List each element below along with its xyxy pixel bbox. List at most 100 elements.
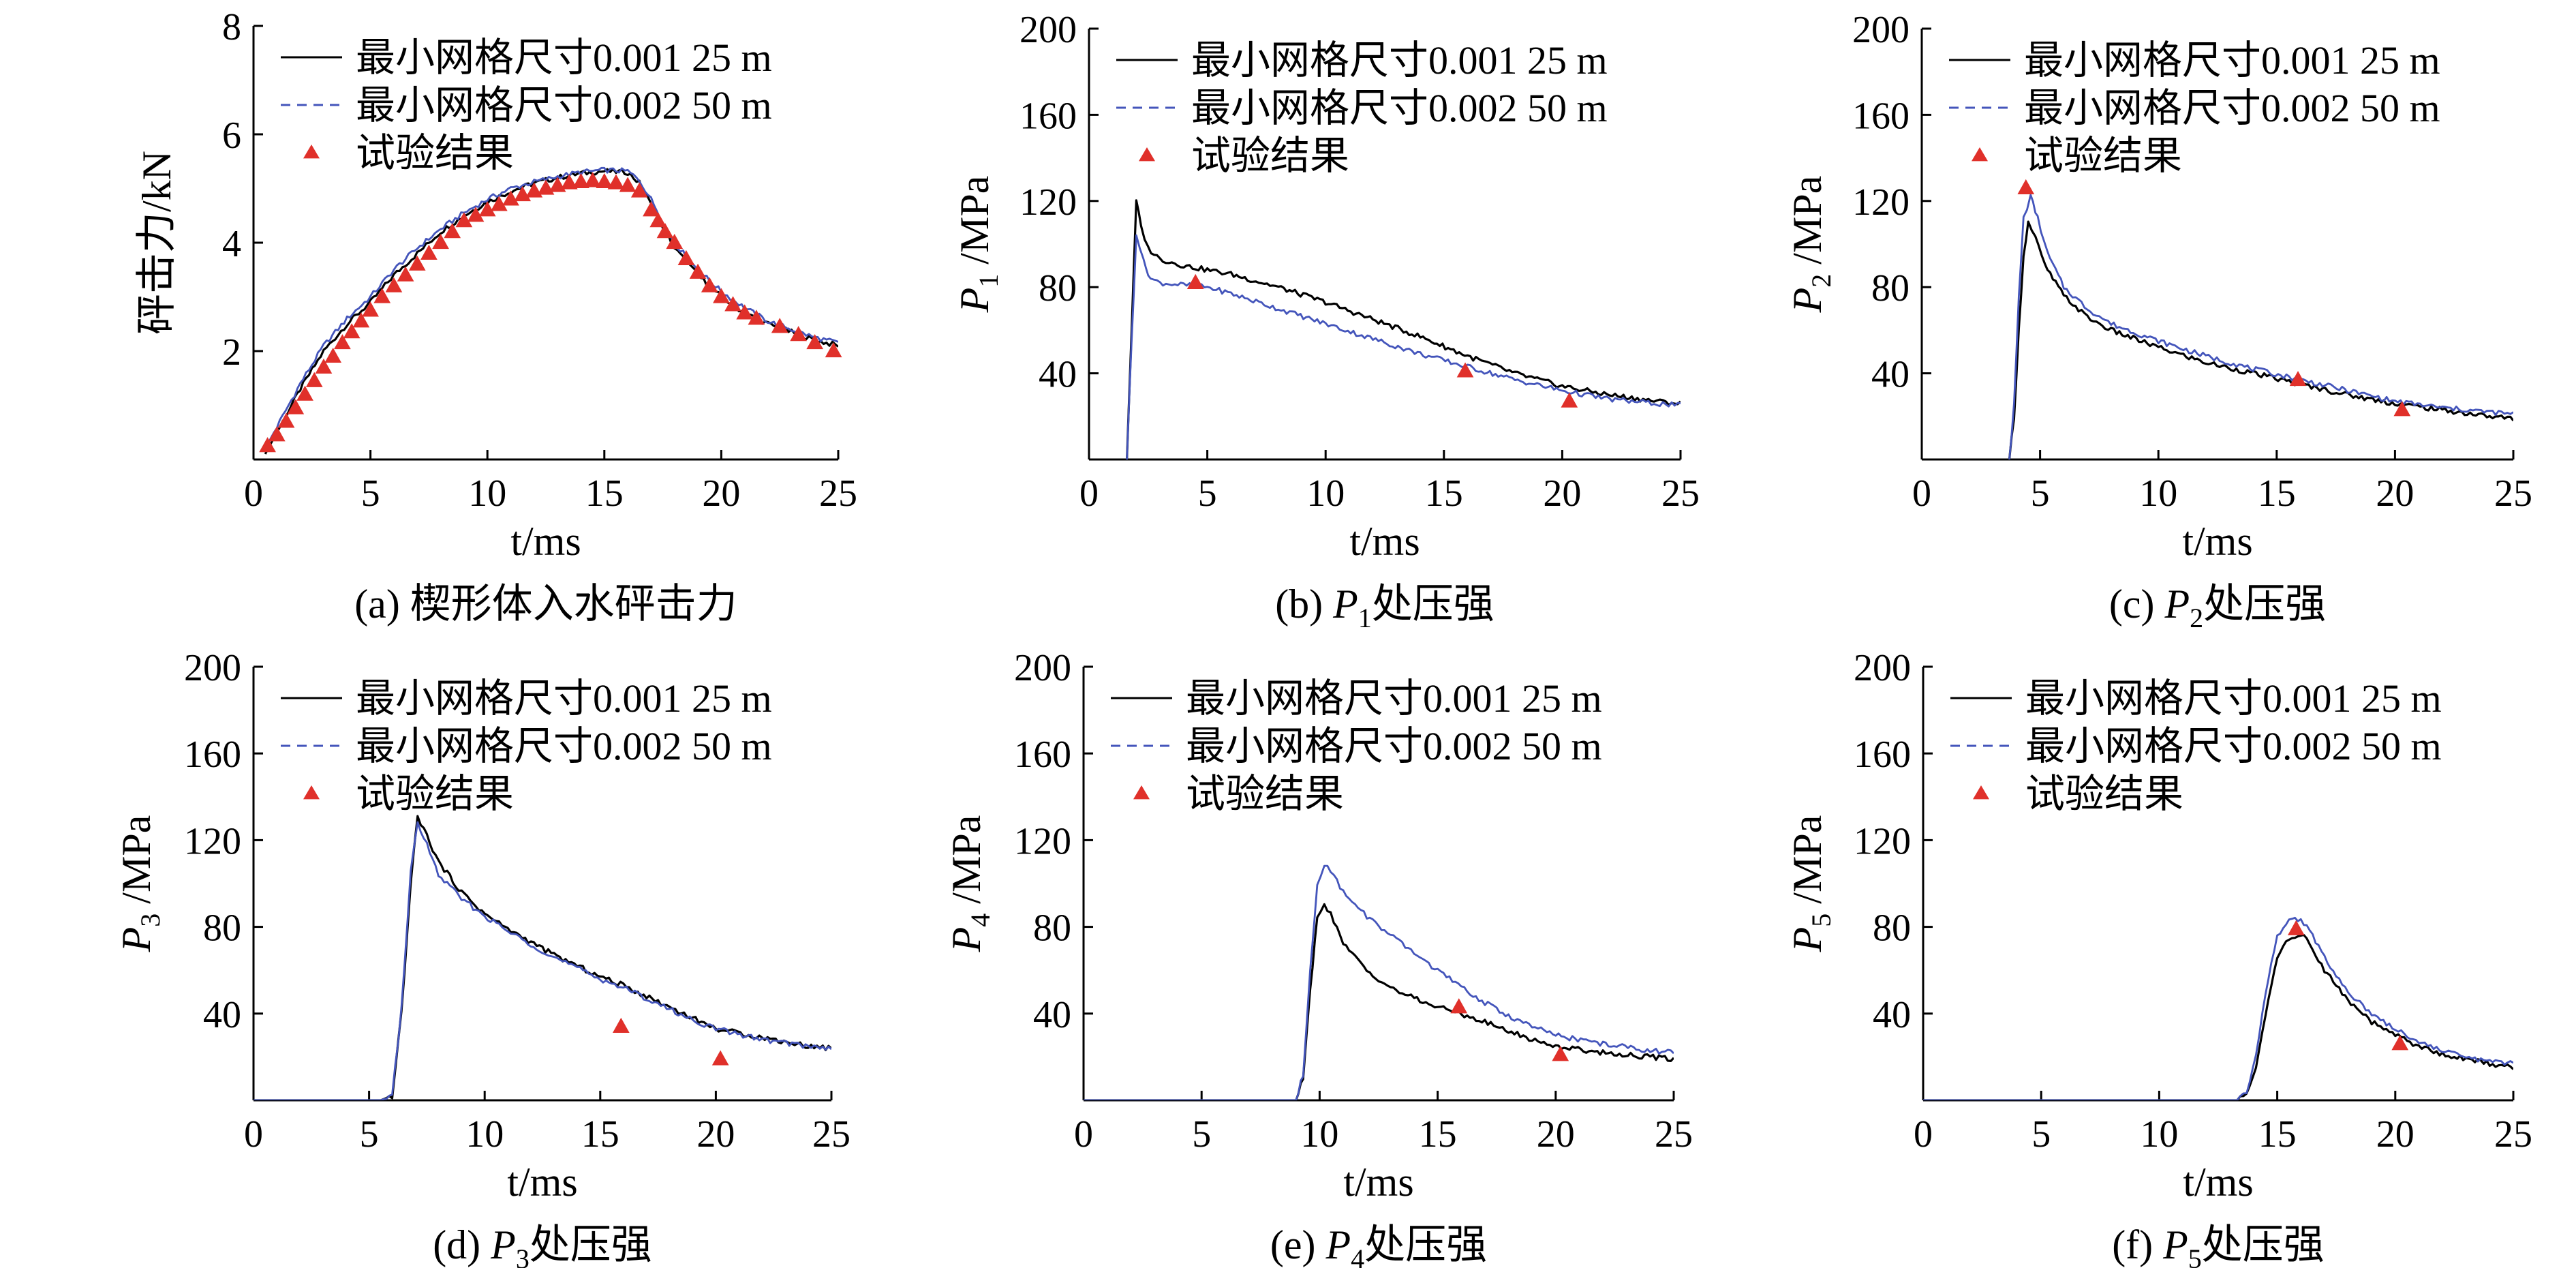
x-tick-label: 25 [812,1113,850,1156]
caption-var: P [1325,1222,1351,1267]
legend-test-label: 试验结果 [356,131,514,175]
y-axis-var: P [952,288,997,314]
x-tick-label: 20 [2376,1113,2414,1156]
plot-area [2008,194,2513,459]
x-tick-label: 0 [1074,1113,1093,1156]
x-tick-label: 25 [1655,1113,1693,1156]
x-tick-label: 10 [2140,1113,2178,1156]
test-result-marker [514,186,532,202]
y-axis-label: P1/MPa [952,176,1004,314]
legend-fine-label: 最小网格尺寸0.001 25 m [1191,38,1608,82]
plot-area [1923,916,2513,1100]
legend-fine-label: 最小网格尺寸0.001 25 m [356,35,772,80]
test-result-marker [420,244,438,260]
x-tick-label: 10 [2139,472,2177,515]
caption-prefix: (d) [433,1222,491,1267]
y-axis-sub: 4 [965,914,996,927]
y-tick-label: 160 [1854,734,1911,776]
legend-coarse-label: 最小网格尺寸0.002 50 m [356,83,772,127]
y-tick-label: 4 [222,223,241,265]
test-result-marker [584,172,601,187]
y-tick-label: 40 [1039,354,1077,396]
x-tick-label: 20 [696,1113,735,1156]
test-result-marker [352,312,370,328]
y-axis-label: P2/MPa [1785,176,1837,314]
test-result-marker [467,207,485,222]
test-result-marker [373,288,391,303]
x-tick-label: 25 [819,472,857,515]
test-result-marker [612,1017,630,1033]
series-fine-line [1126,199,1681,459]
test-result-marker [596,172,613,189]
series-coarse-line [264,166,838,449]
x-tick-label: 25 [1661,472,1700,515]
x-tick-label: 5 [2031,1113,2051,1156]
y-tick-label: 80 [1033,907,1071,950]
test-result-marker [2017,179,2035,194]
legend-coarse-label: 最小网格尺寸0.002 50 m [1186,724,1602,768]
x-tick-label: 0 [244,472,263,515]
y-axis-sub: 3 [135,914,166,927]
x-tick-label: 20 [1543,472,1581,515]
test-result-marker [1450,998,1468,1014]
test-result-marker [478,201,496,217]
test-result-marker [296,385,313,401]
test-result-marker [491,196,508,211]
caption-var: P [490,1222,516,1267]
legend-test-marker [1972,147,1988,162]
test-result-marker [259,437,276,453]
y-tick-label: 120 [1852,181,1910,224]
y-tick-label: 80 [1871,267,1910,310]
caption-sub: 2 [2190,603,2203,633]
plot-area [264,166,838,455]
x-tick-label: 0 [244,1113,263,1156]
legend-test-marker [1139,147,1155,162]
y-tick-label: 2 [222,331,241,374]
x-tick-label: 20 [1537,1113,1575,1156]
test-result-marker [277,412,295,428]
panel-caption: (a) 楔形体入水砰击力 [354,582,737,627]
y-tick-label: 200 [1852,9,1910,51]
x-tick-label: 10 [1300,1113,1338,1156]
y-axis-unit: /MPa [944,815,989,904]
test-result-marker [444,223,461,239]
y-tick-label: 200 [1854,647,1911,689]
test-result-marker [607,174,625,190]
test-result-marker [343,323,361,339]
x-tick-label: 10 [1306,472,1345,515]
caption-prefix: (e) [1270,1222,1326,1267]
test-result-marker [1186,273,1204,289]
y-axis-sub: 2 [1806,274,1837,288]
series-coarse-line [1923,916,2513,1100]
caption-suffix: 处压强 [1364,1222,1487,1267]
y-axis-sub: 1 [973,274,1004,288]
legend-test-marker [1973,785,1989,800]
y-axis-label: 砰击力/kN [134,151,179,335]
test-result-marker [408,255,426,271]
x-tick-label: 5 [360,1113,379,1156]
x-tick-label: 25 [2494,1113,2532,1156]
legend-fine-label: 最小网格尺寸0.001 25 m [2024,38,2440,82]
caption-prefix: (f) [2112,1222,2163,1267]
plot-area [254,815,831,1100]
panel-caption: (f) P5处压强 [2112,1222,2325,1268]
x-axis-label: t/ms [510,519,581,564]
plot-area [1084,864,1674,1100]
caption-var: P [2162,1222,2188,1267]
y-tick-label: 80 [1039,267,1077,310]
legend-test-label: 试验结果 [1191,134,1349,178]
x-tick-label: 25 [2494,472,2532,515]
test-result-marker [713,288,730,303]
legend-fine-label: 最小网格尺寸0.001 25 m [356,676,772,721]
x-axis-label: t/ms [507,1160,577,1205]
y-tick-label: 40 [1033,994,1071,1036]
legend-test-label: 试验结果 [356,772,514,816]
series-fine-line [2008,220,2513,459]
